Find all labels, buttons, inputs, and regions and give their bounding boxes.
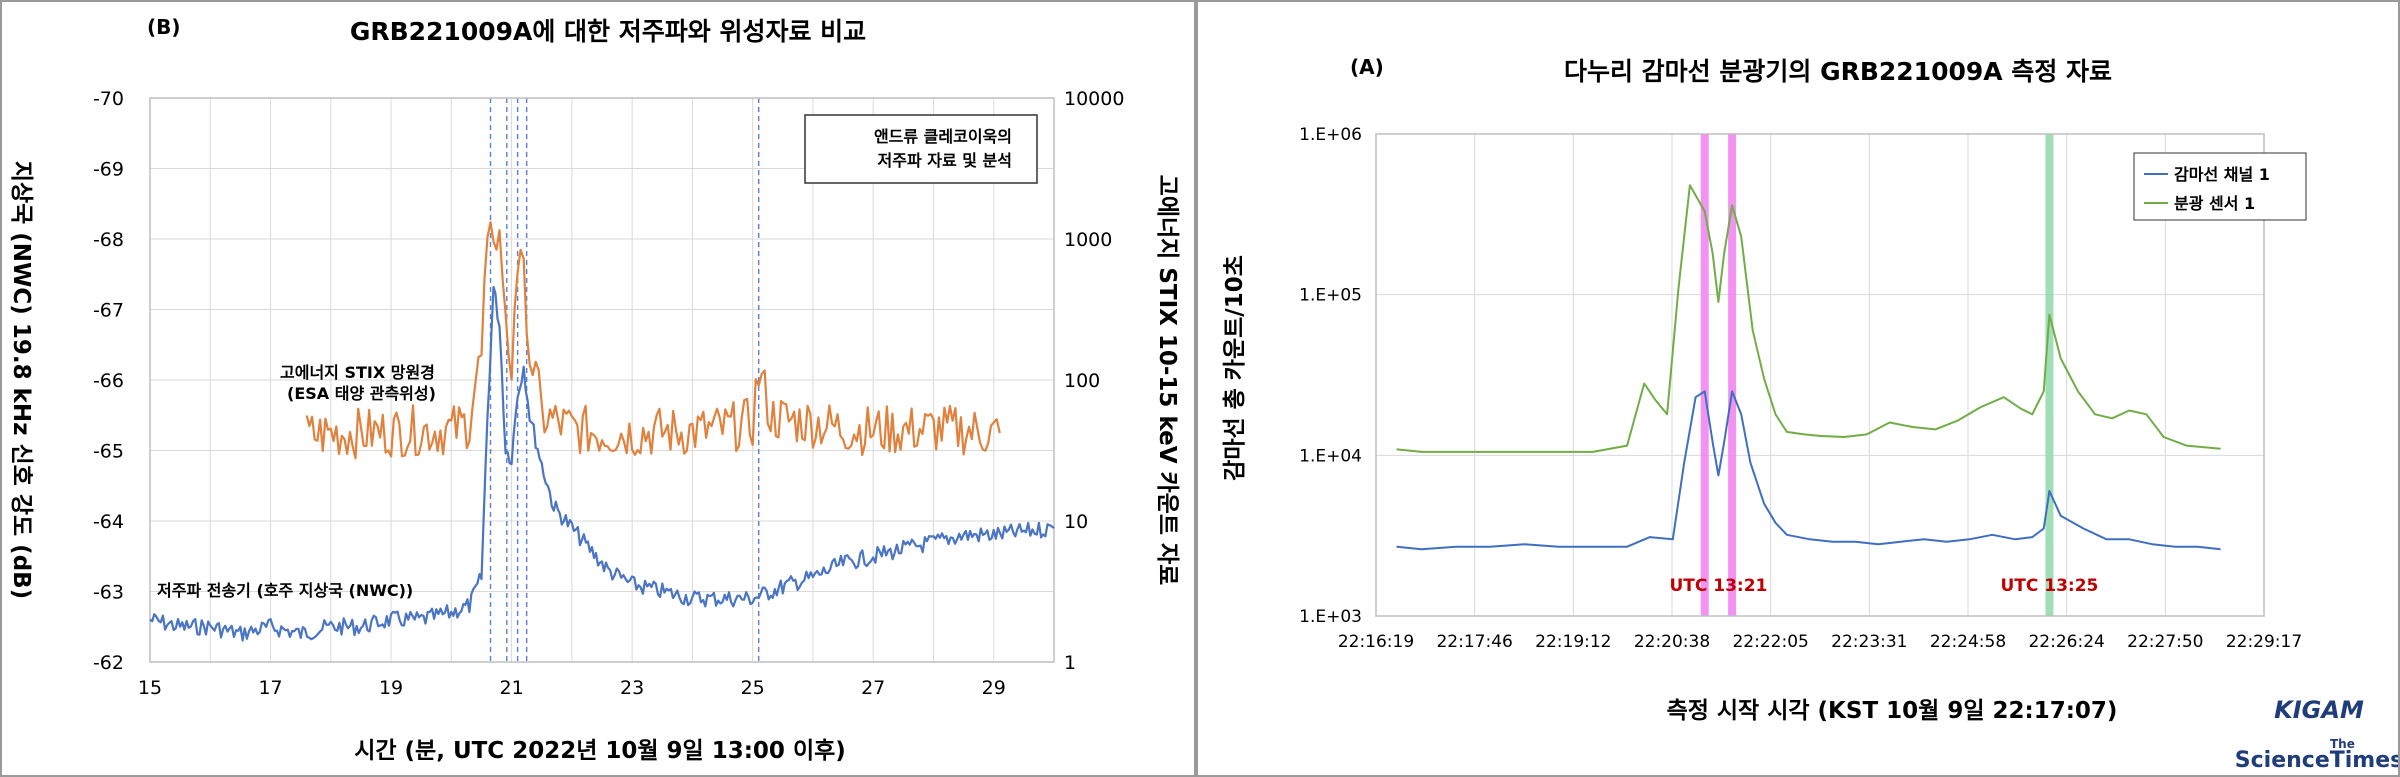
x-tick-label: 17 [258,677,282,699]
y-right-tick-label: 1 [1064,652,1076,674]
chart-b-title: GRB221009A에 대한 저주파와 위성자료 비교 [350,17,866,46]
highlight-band [2045,134,2054,616]
series-stix-line [305,221,1001,460]
chart-b-y-left-title: 지상국 (NWC) 19.8 kHz 신호 강도 (dB) [8,161,34,599]
highlight-band [1728,134,1737,616]
y-tick-label: 1.E+03 [1299,607,1362,627]
chart-b-y-right-ticks: 10000 1000 100 10 1 [1064,88,1124,674]
x-tick-label: 22:24:58 [1930,632,2006,652]
vlf-label: 저주파 전송기 (호주 지상국 (NWC)) [157,581,413,600]
chart-b-x-title: 시간 (분, UTC 2022년 10월 9일 13:00 이후) [354,738,846,764]
panel-a-label: (A) [1350,55,1384,79]
chart-a-highlight-bands: UTC 13:21 UTC 13:25 [1669,134,2098,616]
x-tick-label: 29 [982,677,1006,699]
x-tick-label: 23 [620,677,644,699]
x-tick-label: 15 [138,677,162,699]
chart-a: (A) 다누리 감마선 분광기의 GRB221009A 측정 자료 UTC 13… [1222,55,2398,773]
stix-label-line-1: 고에너지 STIX 망원경 [280,363,435,382]
x-tick-label: 22:20:38 [1634,632,1710,652]
y-left-tick-label: -63 [93,582,124,604]
x-tick-label: 22:19:12 [1535,632,1611,652]
x-tick-label: 22:16:19 [1338,632,1414,652]
series-spec-line [1396,184,2221,453]
y-tick-label: 1.E+05 [1299,286,1362,306]
chart-a-grid [1376,134,2264,616]
x-tick-label: 22:17:46 [1436,632,1512,652]
sciencetimes-logo-the: The [2330,737,2355,751]
chart-b-legend-box [804,114,1038,184]
chart-a-plot-frame [1375,133,2265,617]
series-gamma-line [1396,390,2221,551]
chart-b-x-ticks: 15 17 19 21 23 25 27 29 [138,677,1006,699]
x-tick-label: 22:27:50 [2127,632,2203,652]
chart-a-title: 다누리 감마선 분광기의 GRB221009A 측정 자료 [1564,57,2112,86]
y-tick-label: 1.E+04 [1299,446,1362,466]
chart-a-series [1396,184,2221,551]
chart-b-y-right-title: 고에너지 STIX 10-15 keV 카운트 자료 [1154,175,1180,586]
highlight-band [1700,134,1709,616]
x-tick-label: 21 [500,677,524,699]
chart-a-x-title: 측정 시작 시각 (KST 10월 9일 22:17:07) [1667,698,2118,724]
x-tick-label: 22:26:24 [2028,632,2104,652]
y-left-tick-label: -70 [93,88,124,110]
y-right-tick-label: 10000 [1064,88,1124,110]
chart-b-grid [150,98,1054,662]
panel-b: (B) GRB221009A에 대한 저주파와 위성자료 비교 15 17 19 21… [0,0,1196,777]
y-left-tick-label: -69 [93,159,124,181]
chart-a-y-ticks: 1.E+06 1.E+05 1.E+04 1.E+03 [1299,125,1362,627]
series-vlf-line [149,285,1055,642]
sciencetimes-logo: ScienceTimes [2235,748,2398,773]
y-left-tick-label: -62 [93,652,124,674]
chart-b: (B) GRB221009A에 대한 저주파와 위성자료 비교 15 17 19 21… [8,15,1180,764]
stix-label-line-2: (ESA 태양 관측위성) [287,384,436,403]
chart-b-series [149,221,1055,642]
y-right-tick-label: 10 [1064,511,1088,533]
y-left-tick-label: -65 [93,441,124,463]
legend-label-spec: 분광 센서 1 [2174,194,2255,213]
band-label: UTC 13:25 [2000,576,2098,596]
chart-b-plot-frame [149,97,1055,663]
y-right-tick-label: 100 [1064,370,1100,392]
chart-a-x-ticks: 22:16:19 22:17:46 22:19:12 22:20:38 22:22:05… [1338,632,2302,652]
x-tick-label: 22:29:17 [2226,632,2302,652]
chart-a-y-title: 감마선 총 카운트/10초 [1222,255,1248,481]
x-tick-label: 22:23:31 [1831,632,1907,652]
legend-label-gamma: 감마선 채널 1 [2174,165,2270,184]
y-left-tick-label: -64 [93,511,124,533]
y-tick-label: 1.E+06 [1299,125,1362,145]
chart-b-y-left-ticks: -70 -69 -68 -67 -66 -65 -64 -63 -62 [93,88,124,674]
x-tick-label: 27 [861,677,885,699]
legend-box-line-2: 저주파 자료 및 분석 [878,151,1012,170]
panel-b-label: (B) [147,15,181,39]
y-right-tick-label: 1000 [1064,229,1112,251]
band-label: UTC 13:21 [1669,576,1767,596]
x-tick-label: 25 [741,677,765,699]
x-tick-label: 19 [379,677,403,699]
y-left-tick-label: -68 [93,229,124,251]
y-left-tick-label: -67 [93,300,124,322]
x-tick-label: 22:22:05 [1732,632,1808,652]
chart-a-legend [2133,152,2307,221]
legend-box-line-1: 앤드류 클레코이욱의 [874,127,1012,146]
kigam-logo: KIGAM [2274,696,2364,724]
panel-a: (A) 다누리 감마선 분광기의 GRB221009A 측정 자료 UTC 13… [1196,0,2400,777]
y-left-tick-label: -66 [93,370,124,392]
